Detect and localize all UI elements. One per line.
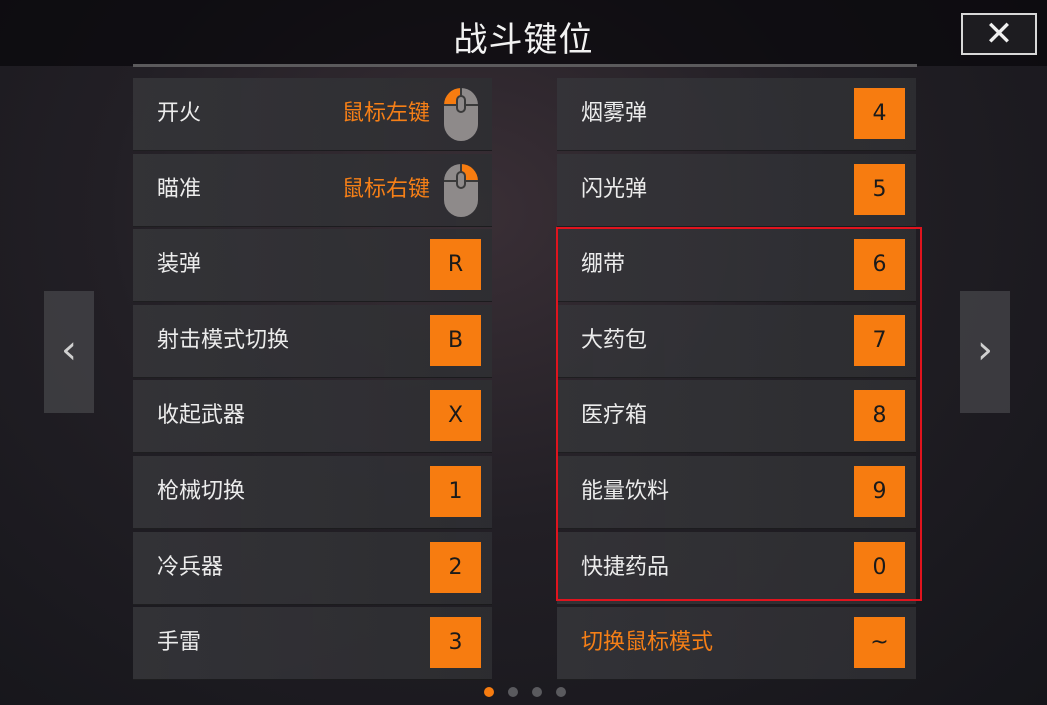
page-indicator [484, 687, 566, 697]
key-binding-button[interactable]: 0 [854, 541, 905, 593]
page-dot[interactable] [556, 687, 566, 697]
page-dot[interactable] [508, 687, 518, 697]
next-page-button[interactable]: › [960, 291, 1010, 413]
close-icon: ✕ [984, 14, 1014, 54]
keybind-list-right: 烟雾弹 4 闪光弹 5 绷带 6 大药包 7 医疗箱 8 能量饮料 9 快捷药品 0 切换鼠标模式 ~ [557, 78, 916, 683]
keybind-row[interactable]: 枪械切换 1 [133, 455, 492, 529]
key-binding-button[interactable]: ~ [854, 617, 905, 669]
mouse-binding-label: 鼠标右键 [341, 176, 430, 202]
action-label: 枪械切换 [157, 478, 246, 504]
action-label: 烟雾弹 [581, 101, 648, 126]
action-label: 快捷药品 [581, 554, 670, 580]
keybind-row[interactable]: 能量饮料 9 [557, 455, 916, 529]
action-label: 大药包 [581, 327, 648, 353]
action-label: 手雷 [157, 630, 202, 656]
keybind-row[interactable]: 烟雾弹 4 [557, 78, 916, 151]
keybind-row[interactable]: 切换鼠标模式 ~ [557, 607, 916, 681]
mouse-right-button-icon[interactable] [442, 162, 480, 218]
keybind-row[interactable]: 装弹 R [133, 229, 492, 303]
mouse-binding-label: 鼠标左键 [341, 101, 430, 126]
keybind-row[interactable]: 大药包 7 [557, 304, 916, 378]
keybind-row[interactable]: 绷带 6 [557, 229, 916, 303]
keybind-row[interactable]: 医疗箱 8 [557, 380, 916, 454]
action-label: 装弹 [157, 252, 202, 278]
key-binding-button[interactable]: 7 [854, 314, 905, 366]
keybind-row[interactable]: 收起武器 X [133, 380, 492, 454]
key-binding-button[interactable]: 5 [854, 163, 905, 215]
action-label: 收起武器 [157, 403, 246, 429]
action-label: 冷兵器 [157, 554, 224, 580]
keybind-list-left: 开火 鼠标左键 瞄准 鼠标右键 装弹 R 射击模式切换 B 收起武器 X 枪械切换 1 冷兵器 2 手雷… [133, 78, 492, 683]
chevron-left-icon: ‹ [61, 327, 77, 373]
close-button[interactable]: ✕ [961, 13, 1037, 55]
action-label: 切换鼠标模式 [581, 630, 714, 656]
page-title: 战斗键位 [453, 20, 594, 60]
action-label: 射击模式切换 [157, 327, 290, 353]
keybind-row[interactable]: 闪光弹 5 [557, 153, 916, 227]
action-label: 绷带 [581, 252, 626, 278]
keybind-row[interactable]: 开火 鼠标左键 [133, 78, 492, 151]
title-divider [133, 64, 917, 67]
keybind-row[interactable]: 快捷药品 0 [557, 531, 916, 605]
action-label: 瞄准 [157, 176, 202, 202]
key-binding-button[interactable]: 6 [854, 239, 905, 291]
keybind-row[interactable]: 瞄准 鼠标右键 [133, 153, 492, 227]
key-binding-button[interactable]: 3 [430, 617, 481, 669]
key-binding-button[interactable]: 2 [430, 541, 481, 593]
action-label: 闪光弹 [581, 176, 648, 202]
key-binding-button[interactable]: 8 [854, 390, 905, 442]
action-label: 开火 [157, 101, 202, 126]
action-label: 医疗箱 [581, 403, 648, 429]
chevron-right-icon: › [977, 327, 993, 373]
key-binding-button[interactable]: 1 [430, 465, 481, 517]
page-dot[interactable] [532, 687, 542, 697]
key-binding-button[interactable]: 4 [854, 88, 905, 139]
key-binding-button[interactable]: R [430, 239, 481, 291]
key-binding-button[interactable]: B [430, 314, 481, 366]
key-binding-button[interactable]: 9 [854, 465, 905, 517]
prev-page-button[interactable]: ‹ [44, 291, 94, 413]
action-label: 能量饮料 [581, 478, 670, 504]
keybind-row[interactable]: 手雷 3 [133, 607, 492, 681]
header-bar [0, 0, 1047, 66]
keybind-row[interactable]: 射击模式切换 B [133, 304, 492, 378]
key-binding-button[interactable]: X [430, 390, 481, 442]
mouse-left-button-icon[interactable] [442, 86, 480, 142]
page-dot[interactable] [484, 687, 494, 697]
keybind-row[interactable]: 冷兵器 2 [133, 531, 492, 605]
